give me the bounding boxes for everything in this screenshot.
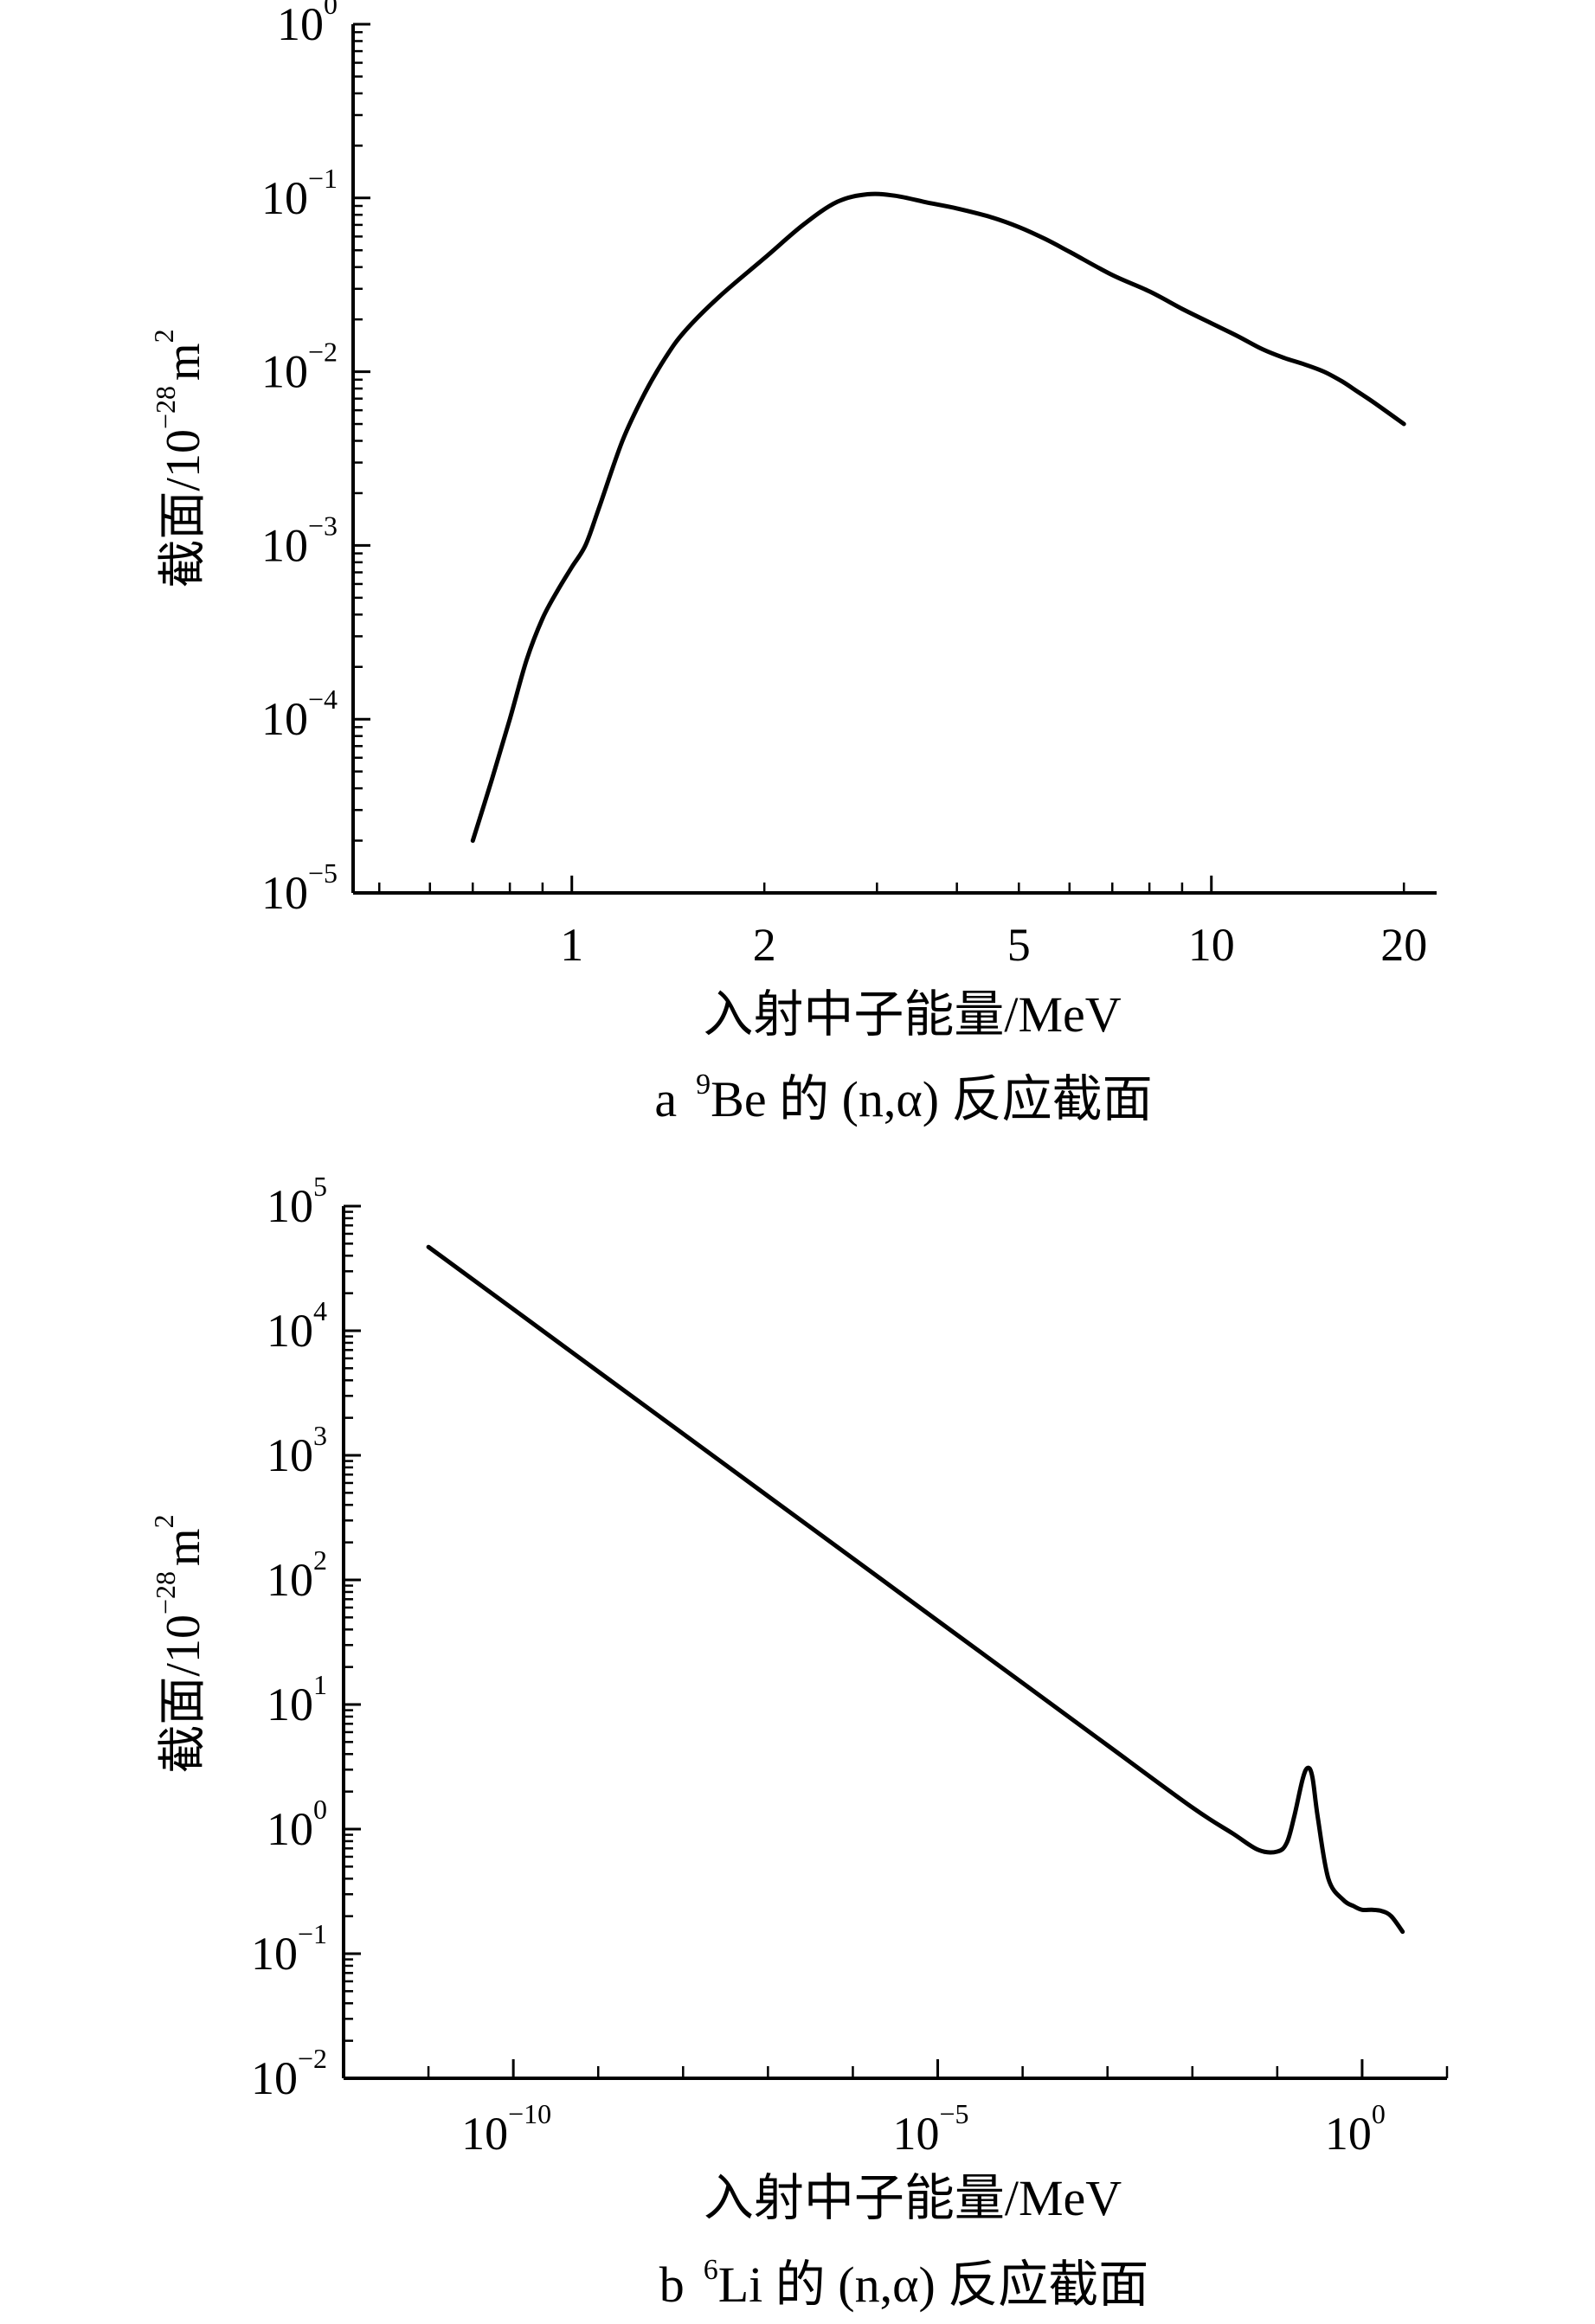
panel-caption: a 9Be 的 (n,α) 反应截面: [654, 1069, 1152, 1127]
x-tick-text: 20: [1380, 919, 1427, 971]
y-tick-base: 10: [267, 1679, 313, 1730]
x-tick-label: 10: [1188, 919, 1235, 971]
y-tick-label: 101: [267, 1669, 327, 1730]
y-tick-label: 105: [267, 1171, 327, 1232]
x-tick-exponent: −5: [940, 2098, 969, 2129]
y-tick-label: 10−3: [261, 510, 338, 571]
cross-section-line-a: [470, 191, 1406, 844]
panel-caption: b 6Li 的 (n,α) 反应截面: [659, 2254, 1149, 2313]
y-tick-exponent: 2: [313, 1544, 327, 1576]
caption-superscript: 6: [704, 2254, 718, 2286]
y-tick-label: 10−4: [261, 684, 338, 745]
x-tick-label: 20: [1380, 919, 1427, 971]
x-label-text: 入射中子能量/MeV: [703, 986, 1121, 1043]
caption-letter: a: [654, 1071, 677, 1127]
y-tick-base: 10: [251, 2052, 298, 2104]
y-tick-label: 103: [267, 1420, 327, 1481]
y-tick-label: 10−2: [251, 2043, 327, 2104]
x-tick-label: 10−5: [893, 2098, 969, 2160]
x-label-text: 入射中子能量/MeV: [704, 2170, 1122, 2226]
y-label-main: 截面/10: [157, 1615, 210, 1774]
caption-text: Be 的 (n,α) 反应截面: [711, 1071, 1152, 1127]
x-axis-label: 入射中子能量/MeV: [704, 2170, 1122, 2226]
y-tick-label: 10−5: [261, 857, 338, 919]
x-tick-text: 5: [1007, 919, 1031, 971]
y-label-exponent: −28: [150, 386, 181, 429]
y-tick-label: 102: [267, 1544, 327, 1606]
y-tick-exponent: −1: [308, 163, 338, 194]
x-axis-label: 入射中子能量/MeV: [703, 986, 1121, 1043]
y-tick-exponent: −2: [298, 2043, 327, 2074]
y-tick-label: 10−1: [261, 163, 338, 224]
y-tick-base: 10: [277, 0, 324, 50]
y-label-unit: m: [157, 1528, 210, 1566]
x-tick-base: 10: [461, 2108, 508, 2160]
y-tick-base: 10: [267, 1554, 313, 1606]
y-tick-base: 10: [267, 1429, 313, 1481]
y-tick-base: 10: [251, 1928, 298, 1980]
x-tick-label: 100: [1325, 2098, 1386, 2160]
x-tick-text: 2: [753, 919, 776, 971]
y-label-main: 截面/10: [157, 429, 210, 588]
cross-section-line-b: [426, 1244, 1405, 1935]
y-tick-exponent: −5: [308, 857, 338, 889]
y-tick-exponent: −1: [298, 1918, 327, 1949]
y-tick-exponent: 0: [313, 1794, 327, 1825]
y-label-unit: m: [157, 343, 210, 381]
y-tick-exponent: −3: [308, 510, 338, 541]
y-label-exponent: −28: [150, 1571, 181, 1615]
x-tick-label: 1: [560, 919, 583, 971]
y-tick-base: 10: [261, 867, 308, 919]
y-tick-base: 10: [267, 1803, 313, 1855]
x-tick-label: 10−10: [461, 2098, 551, 2160]
y-tick-label: 100: [267, 1794, 327, 1855]
y-tick-base: 10: [261, 693, 308, 745]
y-tick-exponent: 0: [324, 0, 338, 20]
x-tick-exponent: −10: [508, 2098, 551, 2129]
x-tick-label: 2: [753, 919, 776, 971]
caption-text: Li 的 (n,α) 反应截面: [718, 2257, 1149, 2313]
x-tick-exponent: 0: [1372, 2098, 1386, 2129]
y-tick-label: 10−1: [251, 1918, 327, 1980]
x-tick-text: 10: [1188, 919, 1235, 971]
y-tick-label: 10−2: [261, 337, 338, 398]
y-label-unit-exponent: 2: [148, 1514, 179, 1528]
x-tick-label: 5: [1007, 919, 1031, 971]
y-tick-base: 10: [267, 1305, 313, 1357]
y-tick-exponent: −2: [308, 337, 338, 368]
y-tick-base: 10: [261, 172, 308, 224]
x-tick-base: 10: [893, 2108, 940, 2160]
x-tick-base: 10: [1325, 2108, 1372, 2160]
y-tick-base: 10: [267, 1180, 313, 1232]
y-tick-exponent: 3: [313, 1420, 327, 1451]
y-tick-base: 10: [261, 346, 308, 398]
caption-letter: b: [659, 2257, 685, 2313]
y-tick-exponent: 4: [313, 1295, 327, 1326]
y-axis-label: 截面/10−28 m2: [148, 329, 210, 587]
y-axis-label: 截面/10−28 m2: [148, 1514, 210, 1773]
y-tick-label: 100: [277, 0, 338, 50]
y-tick-label: 104: [267, 1295, 327, 1357]
y-tick-exponent: −4: [308, 684, 338, 715]
caption-superscript: 9: [696, 1069, 711, 1101]
x-tick-text: 1: [560, 919, 583, 971]
y-tick-exponent: 1: [313, 1669, 327, 1700]
y-tick-exponent: 5: [313, 1171, 327, 1202]
y-tick-base: 10: [261, 519, 308, 571]
y-label-unit-exponent: 2: [148, 329, 179, 343]
